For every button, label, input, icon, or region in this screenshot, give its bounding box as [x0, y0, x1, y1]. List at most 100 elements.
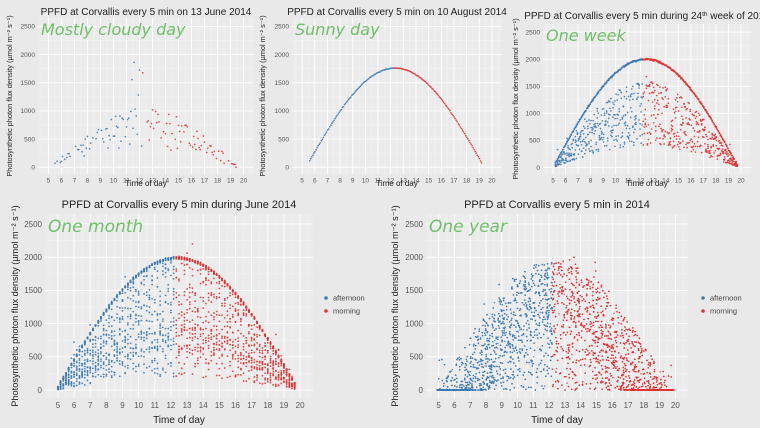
data-point	[196, 362, 199, 365]
data-point	[695, 115, 698, 118]
data-point	[125, 126, 128, 128]
data-point	[640, 111, 643, 113]
data-point	[215, 348, 218, 351]
data-point	[199, 356, 202, 359]
data-point	[686, 83, 688, 86]
data-point	[712, 145, 715, 148]
data-point	[570, 143, 573, 146]
data-point	[132, 286, 135, 289]
data-point	[156, 347, 159, 350]
data-point	[148, 294, 151, 297]
data-point	[150, 122, 153, 125]
data-point	[556, 160, 559, 163]
data-point	[606, 79, 609, 82]
data-point	[256, 379, 258, 381]
data-point	[567, 139, 569, 141]
data-point	[129, 351, 132, 354]
data-point	[269, 378, 272, 381]
data-point	[113, 349, 116, 352]
data-point	[202, 342, 205, 345]
data-point	[473, 148, 476, 151]
data-point	[159, 345, 162, 348]
data-point	[151, 347, 153, 349]
data-point	[256, 366, 258, 369]
data-point	[239, 324, 242, 326]
data-point	[186, 311, 188, 314]
data-point	[717, 140, 720, 143]
data-point	[108, 334, 110, 336]
data-point	[624, 113, 627, 116]
data-point	[221, 337, 223, 340]
data-point	[272, 346, 275, 349]
data-point	[81, 355, 84, 358]
data-point	[237, 295, 240, 298]
data-point	[59, 388, 62, 391]
data-point	[655, 83, 658, 86]
data-point	[581, 129, 584, 132]
data-point	[183, 131, 185, 133]
data-point	[129, 358, 132, 361]
data-point	[242, 355, 245, 357]
data-point	[634, 128, 636, 131]
data-point	[277, 355, 280, 358]
data-point	[519, 329, 521, 331]
data-point	[670, 130, 673, 132]
data-point	[140, 270, 143, 273]
data-point	[639, 105, 641, 107]
data-point	[86, 351, 89, 354]
data-point	[463, 132, 466, 135]
data-point	[636, 97, 638, 100]
data-point	[75, 380, 78, 383]
data-point	[579, 131, 582, 134]
data-point	[229, 307, 232, 310]
x-tick-label: 15	[215, 401, 224, 410]
data-point	[191, 333, 194, 335]
data-point	[127, 117, 130, 119]
data-point	[283, 371, 285, 374]
data-point	[443, 102, 446, 105]
data-point	[97, 373, 100, 376]
data-point	[183, 313, 186, 316]
data-point	[172, 317, 175, 319]
data-point	[210, 332, 213, 335]
data-point	[272, 352, 275, 355]
data-point	[685, 117, 687, 119]
x-tick-label: 8	[86, 178, 90, 185]
data-point	[140, 305, 143, 308]
data-point	[583, 152, 586, 155]
data-point	[100, 364, 102, 367]
data-point	[191, 349, 194, 352]
data-point	[89, 324, 92, 326]
data-point	[642, 95, 645, 98]
data-point	[207, 321, 210, 324]
data-point	[226, 310, 229, 313]
y-tick-label: 0	[31, 165, 35, 172]
data-point	[637, 92, 639, 95]
data-point	[89, 352, 92, 355]
data-point	[89, 333, 92, 335]
data-point	[283, 366, 285, 369]
data-point	[573, 128, 576, 131]
data-point	[332, 121, 334, 123]
data-point	[89, 349, 92, 352]
data-point	[83, 362, 86, 364]
data-point	[116, 346, 119, 348]
data-point	[686, 146, 688, 149]
data-point	[75, 360, 78, 363]
data-point	[186, 356, 188, 359]
data-point	[618, 108, 621, 110]
data-point	[75, 369, 78, 372]
data-point	[566, 382, 568, 384]
data-point	[207, 337, 210, 340]
x-tick-label: 17	[450, 178, 458, 185]
data-point	[70, 371, 73, 374]
data-point	[319, 142, 322, 144]
data-point	[675, 138, 678, 140]
data-point	[205, 283, 207, 286]
data-point	[702, 105, 705, 108]
data-point	[258, 327, 261, 329]
data-point	[434, 90, 437, 93]
data-point	[269, 376, 272, 379]
data-point	[696, 145, 699, 148]
data-point	[126, 307, 129, 310]
